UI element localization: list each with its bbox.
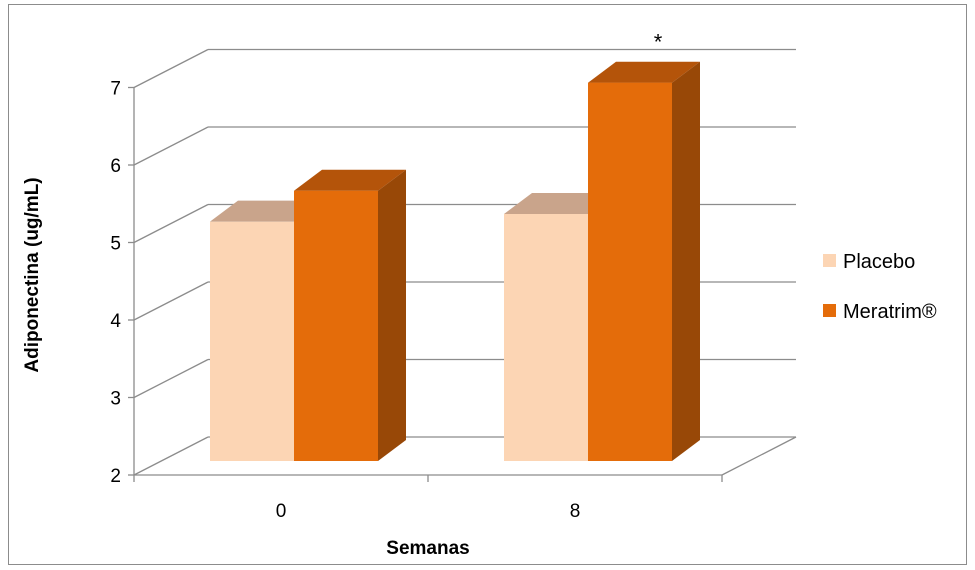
bar-top xyxy=(294,169,406,191)
significance-marker: * xyxy=(654,30,663,55)
bar-side xyxy=(672,61,700,461)
y-tick-label: 5 xyxy=(110,234,121,255)
gridline-side xyxy=(133,436,209,476)
legend-swatch xyxy=(823,254,836,267)
y-tick-label: 7 xyxy=(110,79,121,100)
bar-front xyxy=(210,221,294,461)
legend: Placebo Meratrim® xyxy=(823,251,937,323)
legend-label: Placebo xyxy=(843,251,915,273)
gridline-side xyxy=(133,358,209,399)
chart-axes xyxy=(128,86,723,482)
legend-label: Meratrim® xyxy=(843,301,937,323)
x-tick-label: 0 xyxy=(276,501,287,522)
y-axis-title: Adiponectina (ug/mL) xyxy=(22,177,43,372)
bar-front xyxy=(504,213,588,461)
gridline-side xyxy=(133,126,209,166)
bar-side xyxy=(378,169,406,462)
bar-top xyxy=(588,61,700,83)
gridline-side xyxy=(133,281,209,321)
bar-front xyxy=(294,190,378,462)
gridline-side xyxy=(133,203,209,244)
gridline-side xyxy=(133,48,209,89)
x-axis-title: Semanas xyxy=(386,538,469,559)
floor-right-edge xyxy=(721,436,797,476)
bar-front xyxy=(588,82,672,461)
x-tick-label: 8 xyxy=(570,501,581,522)
chart-frame xyxy=(8,4,967,565)
chart-labels: 2 3 4 5 6 7 0 8 * xyxy=(110,30,662,522)
legend-swatch xyxy=(823,304,836,317)
y-tick-label: 6 xyxy=(110,156,121,177)
y-tick-label: 2 xyxy=(110,466,121,487)
chart-bars xyxy=(210,61,700,462)
y-tick-label: 4 xyxy=(110,311,121,332)
y-tick-label: 3 xyxy=(110,389,121,410)
